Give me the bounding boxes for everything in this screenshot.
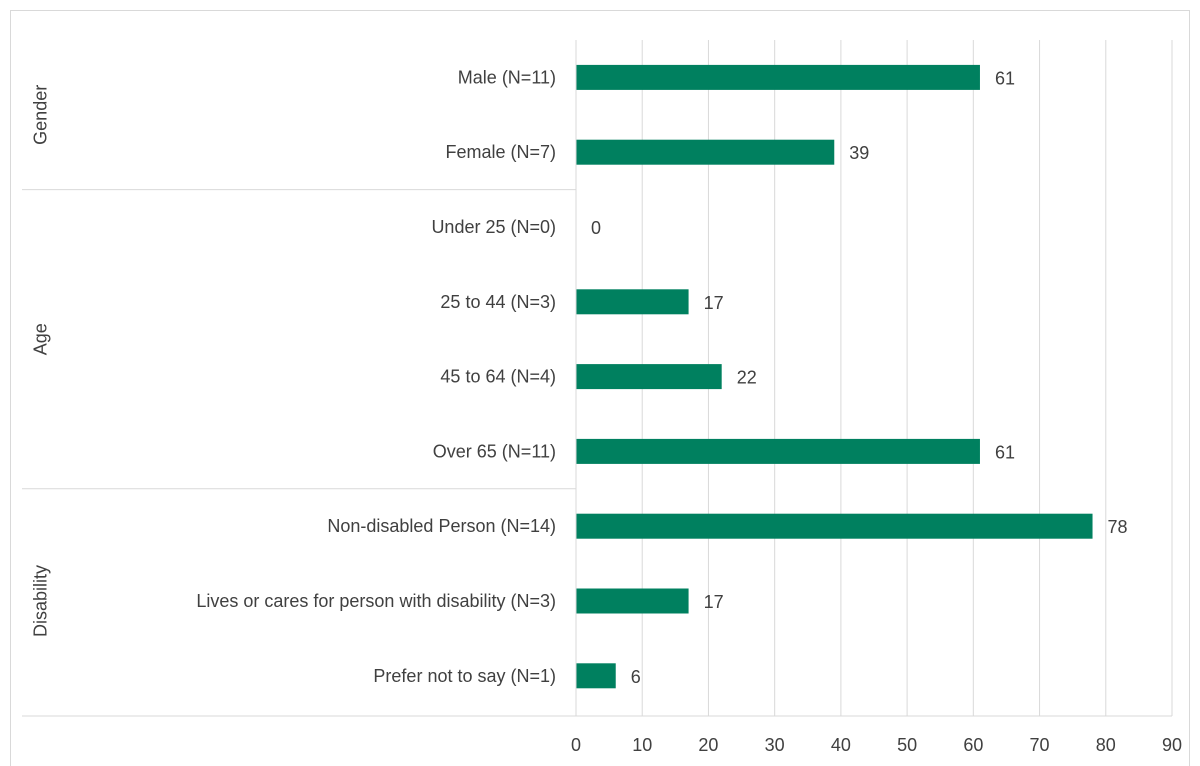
category-label: 45 to 64 (N=4) (440, 367, 556, 387)
category-label: Male (N=11) (458, 67, 556, 87)
group-label: Disability (30, 565, 50, 637)
group-label: Gender (30, 85, 50, 145)
category-label: 25 to 44 (N=3) (440, 292, 556, 312)
category-label: Female (N=7) (445, 142, 556, 162)
x-tick-label: 30 (765, 735, 785, 755)
group-label: Age (30, 323, 50, 355)
x-tick-label: 20 (698, 735, 718, 755)
x-tick-label: 50 (897, 735, 917, 755)
data-label: 17 (704, 592, 724, 612)
x-tick-label: 70 (1030, 735, 1050, 755)
bar (576, 139, 835, 165)
category-label: Lives or cares for person with disabilit… (196, 591, 556, 611)
data-label: 22 (737, 368, 757, 388)
bar (576, 289, 689, 315)
category-label: Over 65 (N=11) (433, 441, 556, 461)
x-tick-label: 90 (1162, 735, 1182, 755)
x-tick-label: 0 (571, 735, 581, 755)
category-label: Non-disabled Person (N=14) (327, 516, 556, 536)
data-label: 61 (995, 68, 1015, 88)
chart-frame (10, 10, 1190, 766)
bar (576, 663, 616, 689)
data-label: 39 (849, 143, 869, 163)
bar (576, 588, 689, 614)
category-label: Prefer not to say (N=1) (373, 666, 556, 686)
data-label: 0 (591, 218, 601, 238)
bar (576, 513, 1093, 539)
x-tick-label: 80 (1096, 735, 1116, 755)
bar (576, 438, 980, 464)
data-label: 6 (631, 667, 641, 687)
data-label: 78 (1108, 517, 1128, 537)
x-tick-label: 40 (831, 735, 851, 755)
category-label: Under 25 (N=0) (431, 217, 556, 237)
x-tick-label: 60 (963, 735, 983, 755)
data-label: 17 (704, 293, 724, 313)
bar (576, 64, 980, 90)
bar (576, 364, 722, 390)
data-label: 61 (995, 442, 1015, 462)
x-tick-label: 10 (632, 735, 652, 755)
